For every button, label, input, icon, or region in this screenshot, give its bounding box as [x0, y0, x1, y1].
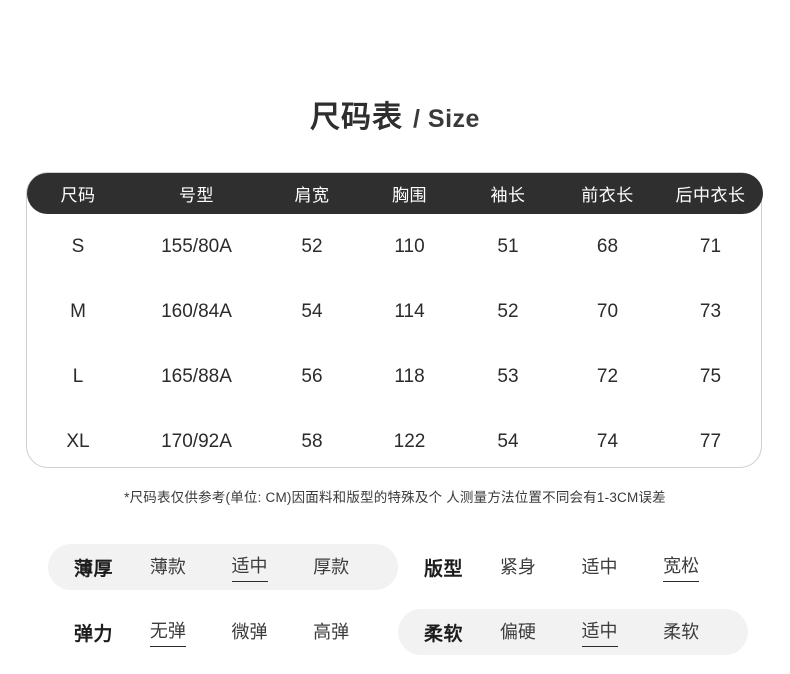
cell-size: XL — [66, 430, 90, 452]
attribute-option-slim[interactable]: 紧身 — [499, 556, 536, 577]
cell-sleeve: 54 — [497, 430, 519, 452]
cell-sleeve: 51 — [497, 235, 519, 257]
cell-bust: 118 — [394, 365, 425, 387]
cell-back-length: 73 — [699, 300, 722, 322]
column-header-size: 尺码 — [60, 186, 96, 205]
cell-shoulder: 56 — [301, 365, 323, 387]
attribute-group-softness[interactable]: 柔软 偏硬 适中 柔软 — [398, 609, 748, 655]
cell-bust: 122 — [393, 430, 426, 452]
cell-front-length: 68 — [596, 235, 619, 257]
cell-back-length: 71 — [699, 235, 722, 257]
cell-bust: 114 — [394, 300, 425, 322]
attribute-options-softness: 偏硬 适中 柔软 — [477, 617, 722, 647]
cell-shoulder: 58 — [301, 430, 323, 452]
attribute-option-thick[interactable]: 厚款 — [313, 556, 350, 577]
cell-bust: 110 — [394, 235, 425, 257]
cell-front-length: 70 — [596, 300, 619, 322]
attribute-option-soft[interactable]: 柔软 — [663, 621, 700, 642]
attribute-label-elasticity: 弹力 — [74, 623, 114, 645]
attribute-option-regular[interactable]: 适中 — [581, 556, 618, 577]
attribute-option-loose[interactable]: 宽松 — [663, 552, 700, 582]
attribute-label-softness: 柔软 — [424, 623, 464, 645]
column-header-model: 号型 — [179, 186, 214, 205]
cell-sleeve: 53 — [497, 365, 519, 387]
attribute-options-fit: 紧身 适中 宽松 — [477, 552, 722, 582]
table-row: L 165/88A 56 118 53 72 75 — [27, 344, 763, 409]
cell-shoulder: 54 — [301, 300, 323, 322]
attribute-group-fit[interactable]: 版型 紧身 适中 宽松 — [398, 544, 748, 590]
attribute-option-slight-stretch[interactable]: 微弹 — [231, 621, 268, 642]
cell-front-length: 72 — [596, 365, 619, 387]
attribute-row-2: 弹力 无弹 微弹 高弹 柔软 偏硬 适中 柔软 — [48, 609, 748, 655]
table-row: XL 170/92A 58 122 54 74 77 — [27, 409, 763, 474]
cell-back-length: 75 — [699, 365, 722, 387]
column-header-back-length: 后中衣长 — [675, 186, 746, 205]
size-table-body: S 155/80A 52 110 51 68 71 M 160/84A 54 1… — [27, 214, 763, 474]
attribute-option-high-stretch[interactable]: 高弹 — [313, 621, 350, 642]
cell-shoulder: 52 — [301, 235, 323, 257]
cell-model: 170/92A — [161, 430, 232, 452]
cell-back-length: 77 — [699, 430, 722, 452]
cell-model: 165/88A — [161, 365, 232, 387]
attribute-option-no-stretch[interactable]: 无弹 — [149, 617, 186, 647]
cell-size: M — [70, 300, 86, 322]
size-table-footnote: *尺码表仅供参考(单位: CM)因面料和版型的特殊及个 人测量方法位置不同会有1… — [124, 490, 666, 505]
attribute-options-elasticity: 无弹 微弹 高弹 — [127, 617, 372, 647]
attribute-option-medium[interactable]: 适中 — [581, 617, 618, 647]
cell-front-length: 74 — [596, 430, 619, 452]
attribute-group-thickness[interactable]: 薄厚 薄款 适中 厚款 — [48, 544, 398, 590]
attribute-group-elasticity[interactable]: 弹力 无弹 微弹 高弹 — [48, 609, 398, 655]
table-row: M 160/84A 54 114 52 70 73 — [27, 279, 763, 344]
cell-sleeve: 52 — [497, 300, 519, 322]
column-header-front-length: 前衣长 — [581, 186, 634, 205]
attribute-label-thickness: 薄厚 — [74, 558, 114, 580]
column-header-sleeve: 袖长 — [490, 186, 526, 205]
size-chart-page: 尺码表 / Size 尺码 号型 肩宽 胸围 袖长 前衣长 后中衣长 S 155/… — [0, 92, 790, 655]
attribute-option-firm[interactable]: 偏硬 — [499, 621, 536, 642]
cell-size: L — [72, 365, 84, 387]
column-header-bust: 胸围 — [392, 186, 427, 205]
page-title-cn: 尺码表 — [310, 101, 404, 134]
attribute-row-1: 薄厚 薄款 适中 厚款 版型 紧身 适中 宽松 — [48, 544, 748, 590]
page-title-en: / Size — [413, 105, 480, 133]
cell-size: S — [71, 235, 85, 257]
cell-model: 155/80A — [161, 235, 232, 257]
column-header-shoulder: 肩宽 — [294, 186, 330, 205]
attribute-label-fit: 版型 — [424, 558, 464, 580]
size-table: 尺码 号型 肩宽 胸围 袖长 前衣长 后中衣长 S 155/80A 52 110… — [26, 172, 763, 468]
cell-model: 160/84A — [161, 300, 232, 322]
attribute-option-thin[interactable]: 薄款 — [149, 556, 186, 577]
page-title: 尺码表 / Size — [0, 92, 790, 136]
attribute-option-medium[interactable]: 适中 — [231, 552, 268, 582]
table-row: S 155/80A 52 110 51 68 71 — [27, 214, 763, 279]
size-table-header-row: 尺码 号型 肩宽 胸围 袖长 前衣长 后中衣长 — [27, 173, 763, 214]
attribute-selectors: 薄厚 薄款 适中 厚款 版型 紧身 适中 宽松 弹力 — [48, 544, 748, 674]
attribute-options-thickness: 薄款 适中 厚款 — [127, 552, 372, 582]
